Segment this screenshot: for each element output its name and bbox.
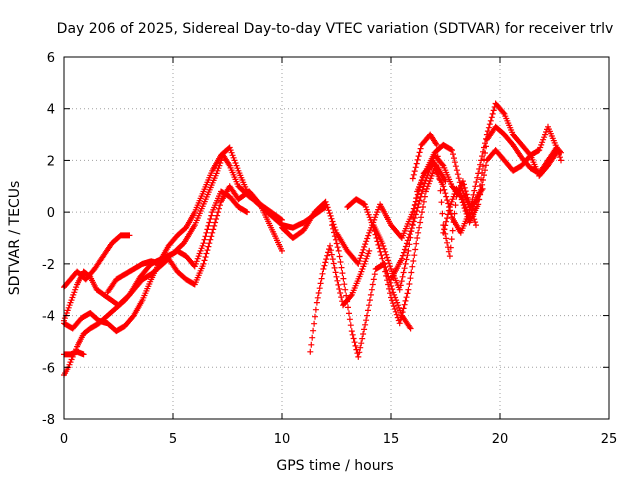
y-tick-label-6: 4 [47,103,55,118]
x-tick-label-3: 15 [383,432,400,447]
x-tick-label-4: 20 [492,432,509,447]
y-tick-label-7: 6 [47,51,55,66]
series-track-10 [344,100,564,327]
series-track-14 [440,185,486,236]
y-tick-label-4: 0 [47,206,55,221]
series-track-13 [409,131,479,260]
series-markers-5 [104,188,251,296]
x-axis-label: GPS time / hours [276,458,393,474]
y-axis-label: SDTVAR / TECUs [7,181,23,296]
y-tick-label-1: -6 [42,361,55,376]
series-markers-13 [440,185,486,236]
plot-border [63,56,610,420]
x-tick-label-1: 5 [169,432,177,447]
series-markers-7 [307,242,373,355]
axis-ticks [63,56,610,420]
y-tick-label-3: -2 [42,258,55,273]
x-tick-label-5: 25 [601,432,618,447]
series-track-6 [104,188,251,296]
series-markers-12 [409,131,479,260]
chart-title: Day 206 of 2025, Sidereal Day-to-day VTE… [57,21,614,37]
y-tick-labels: -8 -6 -4 -2 0 2 4 6 [42,51,55,428]
series-markers-9 [344,100,564,327]
series-track-8 [307,242,373,355]
x-tick-labels: 0 5 10 15 20 25 [60,432,617,447]
x-tick-label-2: 10 [274,432,291,447]
series-markers-11 [388,147,560,283]
x-tick-label-0: 0 [60,432,68,447]
series-track-12 [388,147,560,283]
y-tick-label-2: -4 [42,310,55,325]
y-tick-label-5: 2 [47,154,55,169]
y-tick-label-0: -8 [42,413,55,428]
